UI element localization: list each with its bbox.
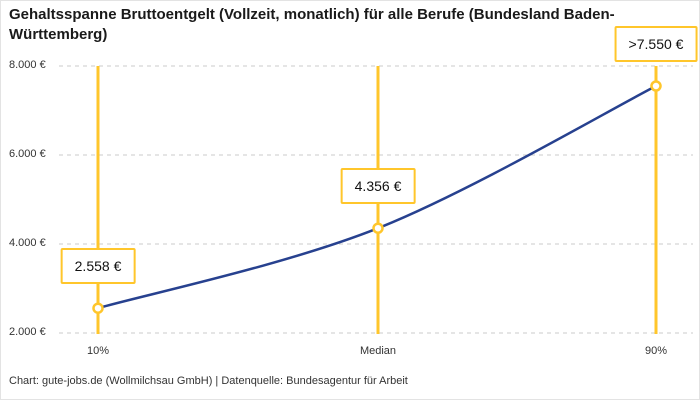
value-label-median: 4.356 €: [340, 168, 416, 205]
x-tick-90pct: 90%: [644, 345, 668, 357]
x-tick-median: Median: [359, 345, 397, 357]
data-point-10%: [92, 302, 104, 314]
value-label-10pct: 2.558 €: [60, 248, 136, 285]
data-point-Median: [372, 222, 384, 234]
y-tick-4000: 4.000 €: [9, 237, 46, 249]
attribution: Chart: gute-jobs.de (Wollmilchsau GmbH) …: [9, 375, 408, 387]
y-tick-6000: 6.000 €: [9, 148, 46, 160]
value-label-90pct: >7.550 €: [614, 26, 698, 63]
data-point-90%: [650, 80, 662, 92]
page-title: Gehaltsspanne Bruttoentgelt (Vollzeit, m…: [9, 6, 615, 43]
x-tick-10pct: 10%: [86, 345, 110, 357]
y-tick-2000: 2.000 €: [9, 326, 46, 338]
y-tick-8000: 8.000 €: [9, 59, 46, 71]
